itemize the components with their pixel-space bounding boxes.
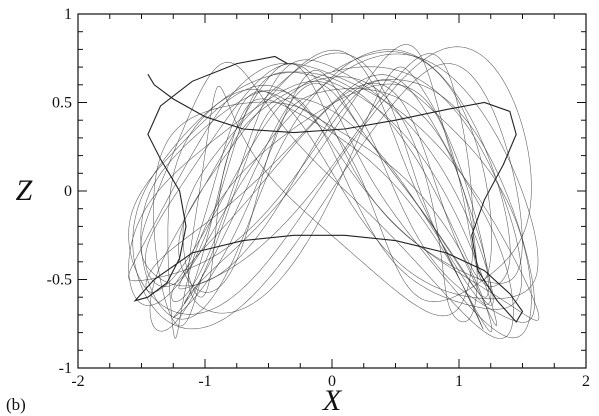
trajectory-segment [128,46,540,339]
trajectory-line [133,55,524,323]
y-tick-label: -0.5 [47,272,72,289]
y-tick-label: 1 [64,6,72,23]
x-tick-label: 2 [582,373,590,390]
x-axis-label: X [322,384,343,416]
trajectory-group [128,44,540,339]
trajectory-segment [128,53,539,339]
x-tick-label: -1 [198,373,211,390]
trajectory-segment [149,44,523,332]
axis-ticks [77,13,587,369]
x-tick-label: 0 [328,373,336,390]
trajectory-segment [145,59,497,326]
y-axis-label: Z [16,174,33,207]
trajectory-segment [178,52,493,333]
x-tick-label: 1 [455,373,463,390]
x-tick-label: -2 [71,373,84,390]
panel-label: (b) [6,395,26,414]
y-tick-label: -1 [59,360,72,377]
y-tick-label: 0 [64,183,72,200]
tick-labels: -2 -1 0 1 2-1-0.500.51 [47,6,590,390]
y-tick-label: 0.5 [52,95,72,112]
